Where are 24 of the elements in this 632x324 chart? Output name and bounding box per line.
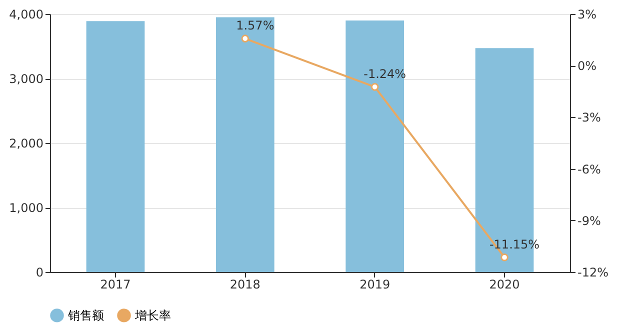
y2-tick-label: -3% [578, 110, 601, 125]
x-tick-label: 2018 [230, 278, 260, 292]
x-tick-label: 2017 [100, 278, 131, 292]
y-tick-label: 4,000 [9, 8, 44, 22]
bar [346, 20, 404, 272]
y2-tick-label: -9% [578, 214, 601, 228]
x-tick-label: 2020 [489, 278, 520, 292]
y-tick-label: 2,000 [9, 136, 44, 150]
x-tick-label: 2019 [360, 278, 390, 292]
y-tick-label: 1,000 [9, 201, 44, 215]
point [241, 34, 250, 42]
y-tick-label: 0 [36, 266, 44, 280]
y2-tick-label: -12% [578, 266, 609, 280]
point [500, 253, 508, 262]
legend-label: 销售额 [67, 308, 104, 322]
y2-tick-label: -6% [578, 162, 601, 176]
y2-tick-label: 0% [578, 59, 597, 74]
bar [216, 17, 274, 272]
bar [86, 21, 145, 272]
data-label: 1.57% [236, 18, 274, 33]
y-tick-label: 3,000 [9, 72, 44, 86]
legend-label: 增长率 [134, 308, 171, 322]
point [370, 83, 379, 91]
y2-tick-label: 3% [578, 8, 597, 22]
